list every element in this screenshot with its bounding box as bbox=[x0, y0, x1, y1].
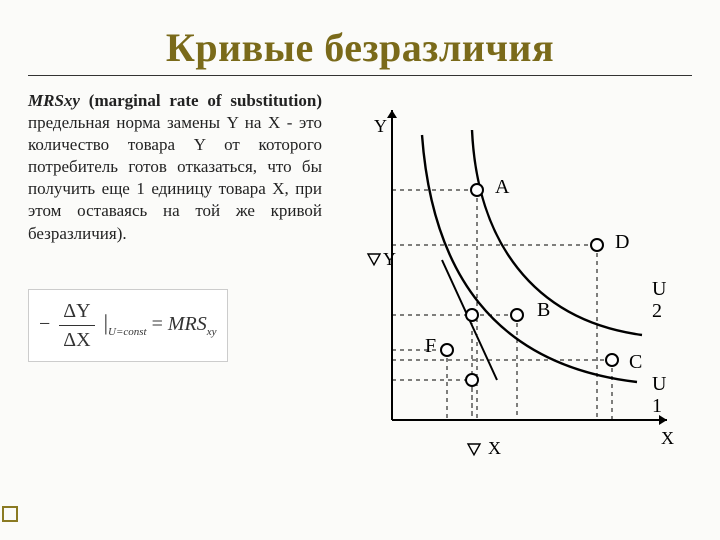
formula-rhs-sub: xy bbox=[207, 326, 217, 338]
svg-text:A: A bbox=[495, 176, 510, 198]
svg-text:U: U bbox=[652, 278, 667, 300]
svg-text:F: F bbox=[425, 335, 436, 357]
formula-box: − ΔY ΔX |U=const = MRSxy bbox=[28, 289, 228, 362]
svg-text:X: X bbox=[661, 428, 674, 448]
definition-paragraph: MRSxy (marginal rate of substitution) пр… bbox=[28, 91, 322, 243]
svg-text:2: 2 bbox=[652, 300, 662, 322]
svg-text:D: D bbox=[615, 231, 629, 253]
svg-text:Y: Y bbox=[383, 249, 396, 269]
chart-container: YXU1U2ADBFCYX bbox=[332, 90, 692, 470]
title-underline bbox=[28, 75, 692, 76]
svg-text:1: 1 bbox=[652, 395, 662, 417]
formula-minus: − bbox=[39, 313, 50, 335]
svg-text:Y: Y bbox=[374, 116, 387, 136]
definition-text: MRSxy (marginal rate of substitution) пр… bbox=[28, 90, 322, 470]
svg-text:U: U bbox=[652, 373, 667, 395]
corner-square-icon bbox=[2, 506, 18, 522]
formula-num: ΔY bbox=[59, 298, 94, 326]
svg-text:X: X bbox=[488, 438, 501, 458]
formula-den: ΔX bbox=[59, 326, 94, 353]
indifference-chart: YXU1U2ADBFCYX bbox=[332, 90, 692, 470]
slide: Кривые безразличия MRSxy (marginal rate … bbox=[0, 0, 720, 540]
slide-title: Кривые безразличия bbox=[28, 24, 692, 71]
formula-cond: U=const bbox=[108, 326, 147, 338]
body-row: MRSxy (marginal rate of substitution) пр… bbox=[28, 90, 692, 470]
formula-fraction: ΔY ΔX bbox=[59, 298, 94, 353]
formula-rhs: MRS bbox=[168, 313, 207, 335]
svg-text:C: C bbox=[629, 351, 642, 373]
svg-text:B: B bbox=[537, 299, 550, 321]
